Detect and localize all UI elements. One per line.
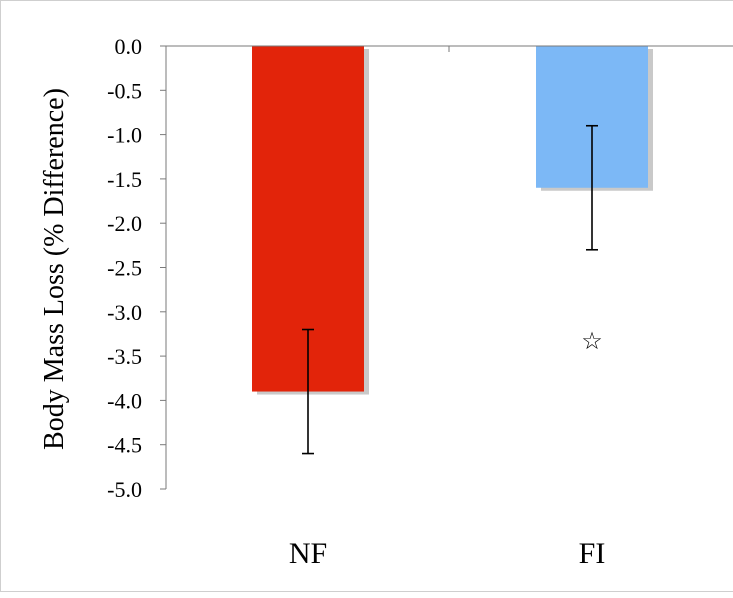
y-tick-label: -3.5 — [107, 344, 142, 369]
y-tick-label: -2.5 — [107, 256, 142, 281]
category-label-fi: FI — [579, 537, 606, 570]
y-tick-label: -4.0 — [107, 388, 142, 413]
y-tick-label: -1.0 — [107, 123, 142, 148]
y-tick-label: -2.0 — [107, 211, 142, 236]
y-tick-label: -4.5 — [107, 433, 142, 458]
y-tick-label: -3.0 — [107, 300, 142, 325]
y-tick-label: -1.5 — [107, 167, 142, 192]
y-axis-title: Body Mass Loss (% Difference) — [39, 88, 70, 450]
y-tick-label: -5.0 — [107, 477, 142, 502]
axes-layer — [160, 45, 733, 490]
category-label-nf: NF — [289, 537, 327, 570]
labels-layer: NF FI ☆ 0.0 -0.5 -1.0 -1.5 -2.0 -2.5 -3.0 -3.5 -4.0… — [107, 34, 605, 570]
y-tick-label: -0.5 — [107, 78, 142, 103]
y-tick-label: 0.0 — [115, 34, 143, 59]
significance-star-icon: ☆ — [581, 329, 603, 355]
bars-layer — [252, 46, 653, 455]
